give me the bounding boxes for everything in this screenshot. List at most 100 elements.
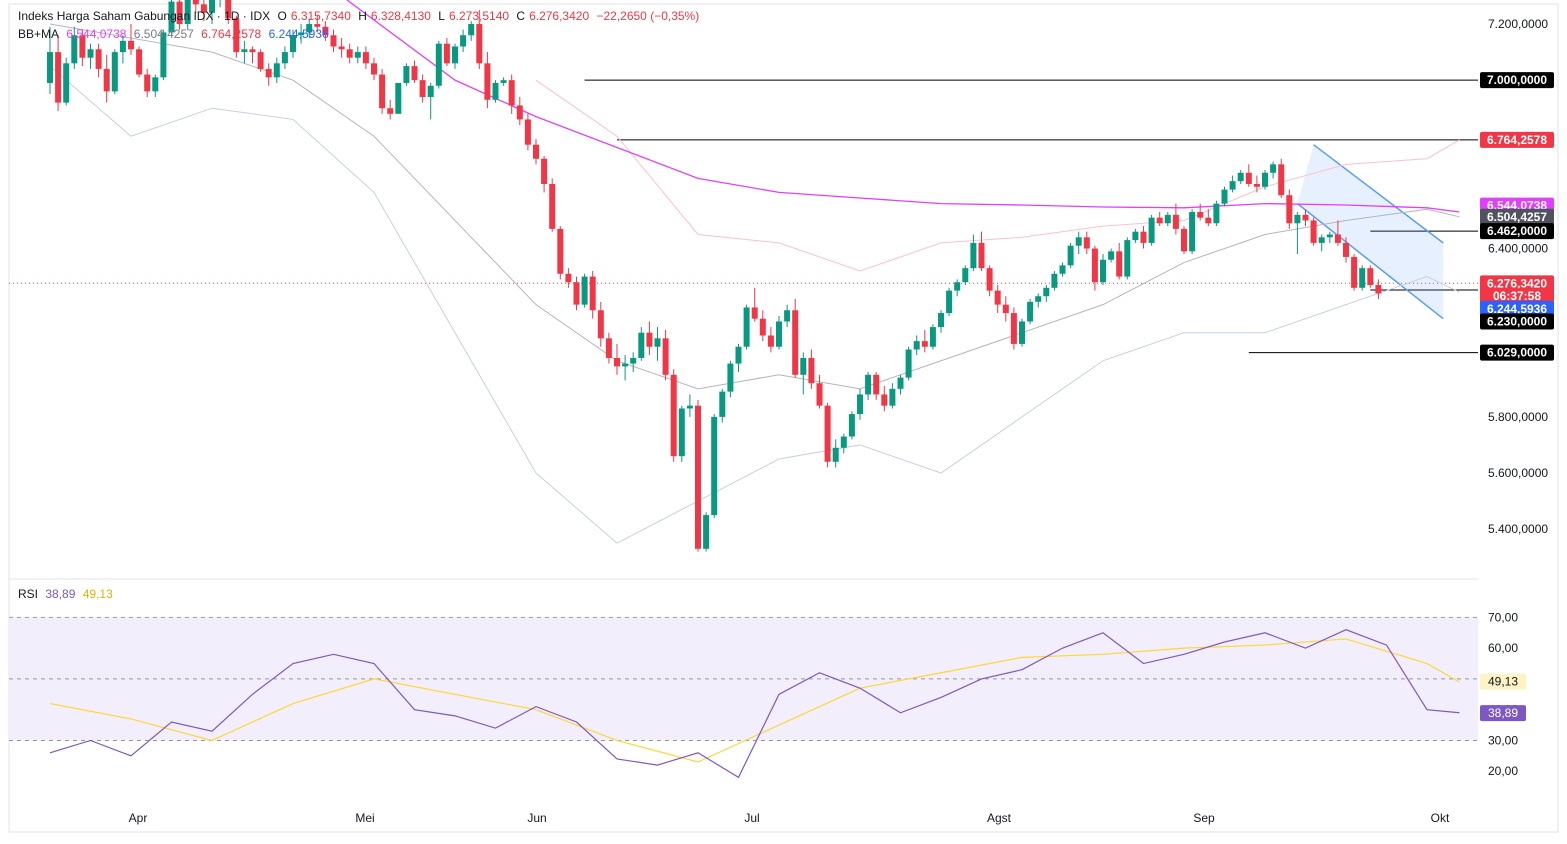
candle-body: [759, 318, 766, 336]
price-label-text: 6.504,4257: [1487, 210, 1547, 224]
open-value: 6.315,7340: [290, 9, 351, 23]
candle-body: [889, 388, 896, 406]
candle-body: [168, 1, 175, 33]
candle-body: [1334, 234, 1341, 243]
candle: [605, 332, 612, 364]
rsi-label-text: 49,13: [1488, 675, 1518, 689]
candle: [103, 54, 110, 103]
candle: [524, 113, 531, 151]
candle-body: [1108, 251, 1115, 260]
candle: [136, 46, 143, 78]
ohlc-legend: Indeks Harga Saham Gabungan IDX · 1D · I…: [18, 9, 703, 23]
candle: [1318, 234, 1325, 252]
candle-body: [1197, 212, 1204, 218]
candle-body: [1083, 237, 1090, 249]
candle-body: [1326, 234, 1333, 238]
price-label-box: [1480, 208, 1554, 225]
candle: [573, 276, 580, 311]
change-value: −22,2650 (−0,35%): [596, 9, 700, 23]
candle: [1148, 214, 1155, 246]
candle-body: [119, 40, 126, 53]
candle: [1310, 217, 1317, 246]
candle-body: [1116, 251, 1123, 277]
candle-body: [962, 268, 969, 283]
candle-body: [524, 119, 531, 145]
candle: [1375, 279, 1382, 300]
candle-body: [136, 49, 143, 75]
candle-body: [209, 0, 215, 13]
candle: [1367, 265, 1374, 288]
x-axis-label: Jun: [527, 811, 546, 825]
candle: [47, 26, 53, 95]
candle: [719, 388, 726, 423]
candle-body: [281, 52, 288, 64]
rsi-name[interactable]: RSI: [18, 587, 39, 601]
candle-body: [379, 74, 386, 109]
price-label-text: 06:37:58: [1493, 289, 1541, 303]
candle: [630, 352, 637, 372]
candle: [1205, 209, 1212, 227]
candle-body: [703, 515, 710, 549]
candle-body: [492, 82, 499, 100]
candle: [759, 310, 766, 342]
candle: [889, 383, 896, 409]
candle: [614, 343, 620, 375]
candle: [881, 386, 888, 412]
candle: [87, 43, 94, 69]
candle: [929, 324, 936, 350]
candle-body: [1359, 268, 1366, 288]
candle: [1075, 231, 1082, 255]
candle-body: [1148, 217, 1155, 243]
y-tick-label: 5.800,0000: [1488, 410, 1548, 424]
candle-body: [751, 307, 758, 319]
candle-body: [484, 63, 491, 100]
symbol-title[interactable]: Indeks Harga Saham Gabungan IDX · 1D · I…: [18, 9, 271, 23]
candle: [1083, 231, 1090, 255]
candle: [727, 360, 734, 398]
candle: [792, 299, 799, 378]
candle: [1124, 237, 1131, 280]
candle: [1189, 209, 1196, 255]
candle-body: [938, 313, 944, 328]
price-label-text: 6.244,5936: [1487, 302, 1547, 316]
candle: [1221, 186, 1228, 207]
candle-body: [565, 273, 572, 283]
candle: [322, 21, 329, 41]
open-label: O: [277, 9, 287, 23]
candle: [403, 63, 410, 86]
candle-body: [298, 32, 305, 36]
candle-body: [735, 346, 742, 364]
candle-body: [1156, 217, 1163, 224]
y-tick-label: 6.400,0000: [1488, 242, 1548, 256]
rsi-label-box: [1480, 705, 1526, 722]
price-label-box: [1480, 288, 1554, 305]
candle-body: [1035, 296, 1042, 302]
candle: [1253, 175, 1260, 193]
candle-body: [954, 282, 961, 291]
candle-body: [1270, 164, 1277, 173]
candle-body: [443, 43, 450, 64]
candle-body: [638, 332, 645, 358]
candle: [168, 0, 175, 36]
candle: [362, 46, 369, 69]
rsi-ma-line: [49, 638, 1460, 763]
candle-body: [978, 242, 985, 269]
candle: [492, 80, 499, 103]
candle-body: [476, 24, 483, 64]
high-value: 6.328,4130: [370, 9, 431, 23]
candle: [1067, 242, 1074, 269]
candle: [468, 21, 475, 41]
candle: [257, 49, 264, 72]
rsi-legend: RSI 38,89 49,13: [18, 587, 117, 601]
candle-body: [686, 405, 693, 409]
candle: [1027, 299, 1034, 325]
candle-body: [670, 374, 677, 457]
channel-lower-line: [1296, 203, 1444, 320]
price-label-box: [1480, 313, 1554, 330]
indicator-name[interactable]: BB+MA: [18, 27, 60, 41]
x-axis-label: Apr: [129, 811, 148, 825]
candle-body: [1375, 285, 1382, 294]
candle: [460, 29, 467, 53]
candle: [281, 46, 288, 69]
price-axis-label: 06:37:58: [1480, 288, 1554, 305]
